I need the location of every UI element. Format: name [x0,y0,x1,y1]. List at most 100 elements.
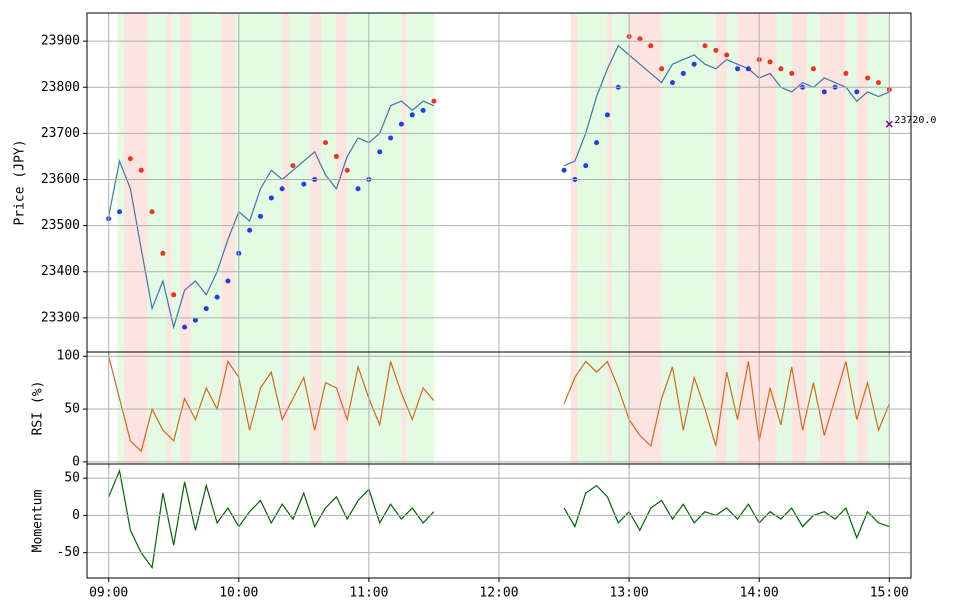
region [570,13,578,352]
y-tick-label: 0 [72,454,80,469]
sar-dot [789,70,795,76]
sar-dot [333,153,339,159]
region [401,352,406,464]
sar-dot [854,89,860,95]
sar-dot [745,66,751,72]
sar-dot [160,250,166,256]
region [180,13,192,352]
sar-dot [420,107,426,113]
y-tick-label: 23700 [41,126,80,141]
sar-dot [409,112,415,118]
annotation-marker [885,120,893,128]
region [856,13,868,352]
region [737,13,777,352]
sar-dot [843,70,849,76]
plot-frame [86,463,912,579]
x-tick-label: 12:00 [479,586,518,601]
sar-dot [767,59,773,65]
sar-dot [323,140,329,146]
region [629,352,662,464]
sar-dot [344,167,350,173]
y-tick-label: 100 [57,349,80,364]
region [791,13,807,352]
sar-dot [659,66,665,72]
sar-dot [388,135,394,141]
region [607,352,612,464]
region [629,13,662,352]
y-tick-label: 50 [64,471,80,486]
x-tick-label: 09:00 [89,586,128,601]
annotation-label: 23720.0 [894,115,936,126]
region [310,352,322,464]
plot [108,468,890,570]
sar-dot [810,66,816,72]
sar-dot [875,80,881,86]
sar-dot [355,186,361,192]
sar-dot [604,112,610,118]
sar-dot [735,66,741,72]
y-tick-label: 23900 [41,34,80,49]
sar-dot [561,167,567,173]
x-tick-label: 11:00 [349,586,388,601]
plot [106,13,892,352]
sar-dot [377,149,383,155]
y-tick-label: 50 [64,402,80,417]
y-tick-label: 23400 [41,264,80,279]
y-axis-label: Price (JPY) [13,139,28,225]
sar-dot [637,36,643,42]
sar-dot [702,43,708,49]
region [123,352,148,464]
sar-dot [117,209,123,215]
sar-dot [583,163,589,169]
y-tick-label: 0 [72,508,80,523]
sar-dot [290,163,296,169]
region [856,352,868,464]
sar-dot [398,121,404,127]
sar-dot [301,181,307,187]
sar-dot [669,80,675,86]
sar-dot [203,306,209,312]
region [401,13,406,352]
sar-dot [724,52,730,58]
region [221,352,235,464]
sar-dot [257,213,263,219]
x-tick-label: 14:00 [740,586,779,601]
sar-dot [431,98,437,104]
sar-dot [691,61,697,67]
sar-dot [171,292,177,298]
sar-dot [138,167,144,173]
region [167,13,172,352]
x-tick-label: 15:00 [870,586,909,601]
sar-dot [225,278,231,284]
region [282,13,289,352]
region [282,352,289,464]
region [167,352,172,464]
y-tick-label: -50 [57,545,80,560]
region [607,13,612,352]
sar-dot [182,324,188,330]
plot [108,352,890,464]
x-tick-label: 13:00 [610,586,649,601]
sar-dot [247,227,253,233]
sar-dot [713,47,719,53]
series-line [108,468,890,570]
y-tick-label: 23500 [41,218,80,233]
sar-dot [594,140,600,146]
region [336,13,348,352]
sar-dot [648,43,654,49]
region [117,352,434,464]
series-line [108,356,890,453]
sar-dot [279,186,285,192]
region [310,13,322,352]
region [221,13,235,352]
region [336,352,348,464]
sar-dot [680,70,686,76]
region [715,13,727,352]
y-tick-label: 23600 [41,172,80,187]
sar-dot [149,209,155,215]
sar-dot [778,66,784,72]
y-tick-label: 23800 [41,80,80,95]
region [737,352,777,464]
region [819,13,846,352]
y-tick-label: 23300 [41,310,80,325]
